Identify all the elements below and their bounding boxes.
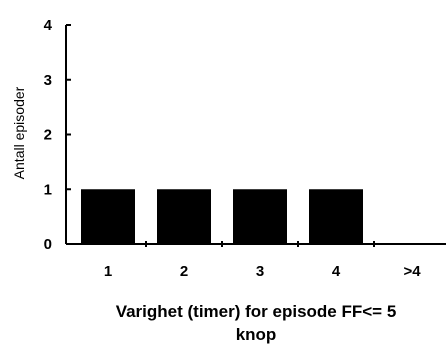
- bar: [233, 189, 287, 244]
- bar: [157, 189, 211, 244]
- bar: [309, 189, 363, 244]
- y-ticks-group: [66, 24, 71, 245]
- x-tick-label: 1: [104, 263, 112, 280]
- bars-group: [81, 189, 363, 244]
- y-tick-label: 2: [44, 127, 52, 144]
- y-tick-labels-group: 0 1 2 3 4: [44, 17, 53, 253]
- x-tick-labels-group: 1 2 3 4 >4: [104, 263, 421, 280]
- x-ticks-group: [145, 241, 375, 247]
- bar: [81, 189, 135, 244]
- y-tick-label: 0: [44, 236, 52, 253]
- y-axis-title: Antall episoder: [11, 86, 27, 179]
- x-tick-label: >4: [403, 263, 421, 280]
- x-tick-label: 3: [256, 263, 264, 280]
- x-axis-title-line-2: knop: [236, 325, 277, 344]
- x-axis-title-line-1: Varighet (timer) for episode FF<= 5: [116, 302, 397, 321]
- y-tick-label: 1: [44, 181, 52, 198]
- x-tick-label: 4: [332, 263, 341, 280]
- x-tick-label: 2: [180, 263, 188, 280]
- y-tick-label: 3: [44, 72, 52, 89]
- y-tick-label: 4: [44, 17, 53, 34]
